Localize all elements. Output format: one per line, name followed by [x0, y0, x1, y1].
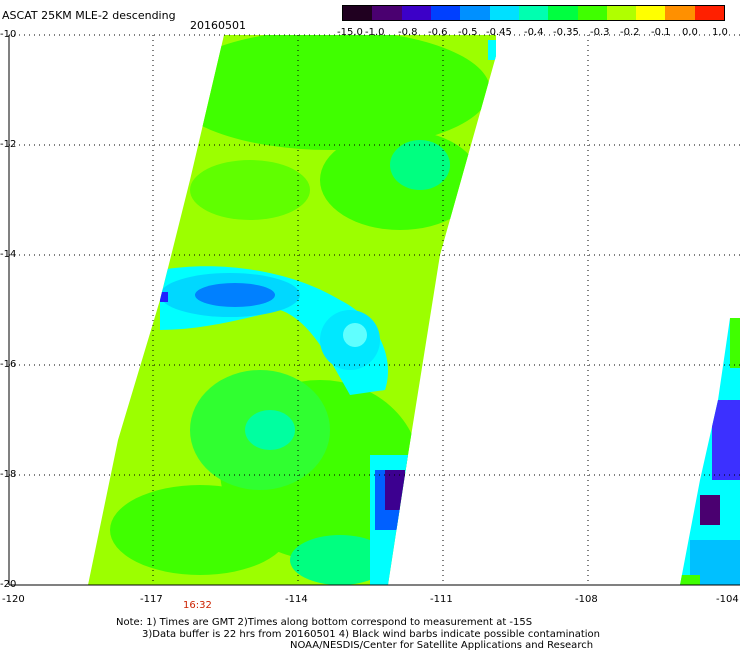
lat-label: -14 — [0, 249, 17, 260]
colorbar-swatch — [606, 6, 637, 20]
colorbar-label: 0.0 — [682, 27, 698, 38]
main-swath — [88, 35, 496, 585]
colorbar-label: -15.0 — [337, 27, 363, 38]
colorbar-label: -0.8 — [398, 27, 418, 38]
lon-label: -111 — [430, 594, 453, 605]
lat-label: -12 — [0, 139, 17, 150]
note-line-1: Note: 1) Times are GMT 2)Times along bot… — [116, 617, 533, 628]
colorbar-swatch — [460, 6, 490, 20]
lon-label: -120 — [2, 594, 25, 605]
lat-label: -10 — [0, 29, 17, 40]
lat-label: -18 — [0, 469, 17, 480]
lon-label: -117 — [140, 594, 163, 605]
colorbar-swatch — [343, 6, 373, 20]
colorbar-swatch — [518, 6, 549, 20]
colorbar-label: 1.0 — [712, 27, 728, 38]
lon-label: -104 — [716, 594, 739, 605]
colorbar-label: -0.3 — [590, 27, 610, 38]
lon-label: -114 — [285, 594, 308, 605]
colorbar-swatch — [489, 6, 519, 20]
note-line-2: 3)Data buffer is 22 hrs from 20160501 4)… — [142, 629, 600, 640]
lon-label: -108 — [575, 594, 598, 605]
lat-label: -20 — [0, 579, 17, 590]
colorbar-swatch — [665, 6, 695, 20]
colorbar-label: -0.5 — [458, 27, 478, 38]
colorbar-label: -0.1 — [651, 27, 671, 38]
colorbar-swatch — [577, 6, 607, 20]
right-swath — [680, 318, 740, 585]
colorbar-label: -0.4 — [524, 27, 544, 38]
colorbar-swatch — [401, 6, 431, 20]
colorbar-swatch — [548, 6, 578, 20]
swath-time: 16:32 — [183, 600, 212, 611]
colorbar-label: -0.2 — [620, 27, 640, 38]
note-line-3: NOAA/NESDIS/Center for Satellite Applica… — [290, 640, 594, 651]
colorbar-label: -1.0 — [365, 27, 385, 38]
colorbar — [342, 5, 725, 21]
colorbar-label: -0.45 — [486, 27, 512, 38]
colorbar-swatch — [430, 6, 461, 20]
colorbar-swatch — [636, 6, 666, 20]
colorbar-swatch — [694, 6, 725, 20]
grid — [9, 34, 740, 585]
product-title: ASCAT 25KM MLE-2 descending — [2, 9, 176, 22]
product-date: 20160501 — [190, 19, 246, 32]
colorbar-label: -0.35 — [553, 27, 579, 38]
lat-label: -16 — [0, 359, 17, 370]
colorbar-label: -0.6 — [428, 27, 448, 38]
colorbar-swatch — [372, 6, 402, 20]
